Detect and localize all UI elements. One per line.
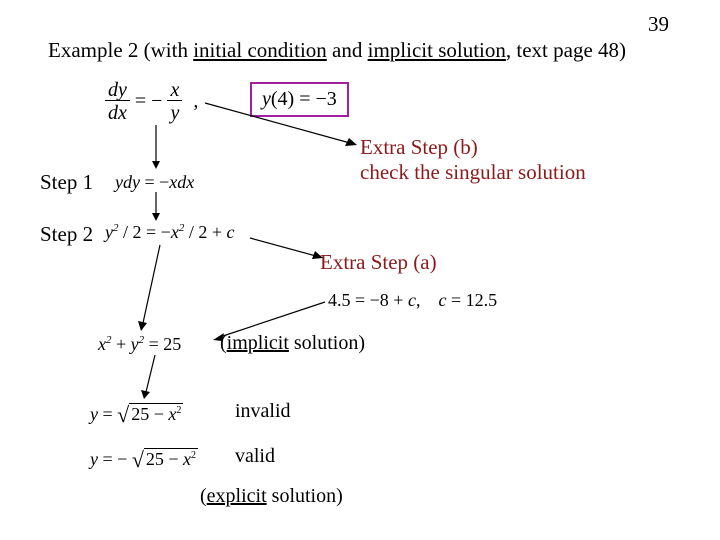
ode-eq-sign: = [135,90,151,112]
ode-lhs-num: dy [105,80,130,101]
title-initial-condition: initial condition [193,38,327,62]
arrow-to-extra-a [250,236,330,266]
extra-step-b-title: Extra Step (b) [360,135,478,160]
step2-equation: y2 / 2 = −x2 / 2 + c [105,222,234,243]
title-implicit-solution: implicit solution [368,38,506,62]
step2-label: Step 2 [40,222,93,247]
arrow-extra-a-to-implicit [210,300,330,345]
extra-step-b-text: check the singular solution [360,160,586,185]
explicit-word: explicit [207,485,267,507]
arrow-implicit-to-ypos [140,355,170,400]
example-title: Example 2 (with initial condition and im… [48,38,626,63]
explicit-label-post: solution) [267,485,343,507]
step1-label: Step 1 [40,170,93,195]
extra-step-a-eq: 4.5 = −8 + c, c = 12.5 [328,290,497,311]
step1-equation: ydy = −xdx [115,172,194,193]
extra-step-a-title: Extra Step (a) [320,250,437,275]
arrow-to-extra-b [205,98,365,158]
title-pre: Example 2 (with [48,38,193,62]
explicit-paren-open: ( [200,485,207,507]
page-number: 39 [648,12,669,37]
explicit-label: (explicit solution) [200,485,343,508]
y-negative-eq: y = − √25 − x2 [90,445,198,471]
ode-equation: dy dx = − x y , [105,80,198,125]
implicit-equation: x2 + y2 = 25 [98,334,181,355]
ode-rhs-num: x [167,80,182,101]
ode-lhs-den: dx [105,101,130,125]
arrow-step2-to-implicit [135,245,175,333]
valid-label: valid [235,445,275,468]
ode-neg: − [151,90,162,112]
title-mid: and [327,38,368,62]
y-positive-eq: y = √25 − x2 [90,400,183,426]
title-post: , text page 48) [506,38,626,62]
arrow-ode-to-step1 [150,125,162,170]
invalid-label: invalid [235,400,291,423]
arrow-step1-to-step2 [150,192,162,222]
ode-rhs-den: y [167,101,182,125]
